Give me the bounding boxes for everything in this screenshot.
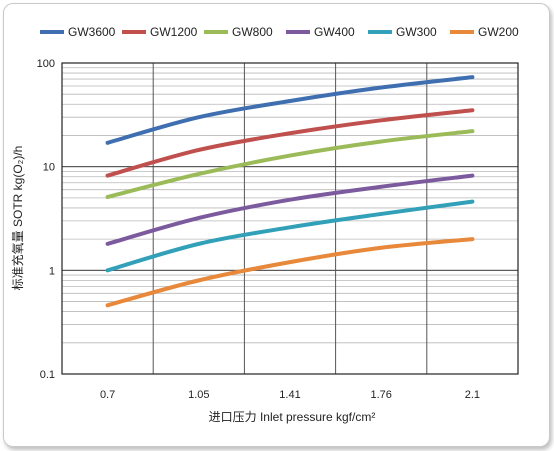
- y-tick-label: 10: [43, 162, 55, 174]
- y-axis-label: 标准充氧量 SOTR kg(O₂)/h: [10, 146, 25, 291]
- chart-grid: [61, 62, 519, 375]
- series-line-gw1200: [105, 108, 475, 178]
- legend-label: GW400: [314, 25, 355, 39]
- x-tick-label: 1.05: [188, 389, 209, 401]
- series-line-gw300: [105, 199, 475, 273]
- legend-label: GW300: [396, 25, 437, 39]
- x-tick-label: 1.41: [279, 389, 300, 401]
- plot-border: [61, 62, 519, 375]
- chart-legend: GW3600 GW1200 GW800 GW400 GW300 GW200: [40, 25, 519, 39]
- plot-area: [62, 63, 518, 374]
- legend-label: GW800: [232, 25, 273, 39]
- legend-label: GW3600: [68, 25, 116, 39]
- x-tick-label: 0.7: [100, 389, 115, 401]
- chart-ticks: 0.1 1 10 100 0.7 1.05 1.41 1.76 2.1: [37, 58, 480, 401]
- x-tick-label: 2.1: [465, 389, 480, 401]
- y-tick-label: 1: [49, 265, 55, 277]
- legend-label: GW1200: [150, 25, 198, 39]
- legend-label: GW200: [478, 25, 519, 39]
- x-tick-label: 1.76: [370, 389, 391, 401]
- series-line-gw200: [105, 237, 475, 308]
- y-tick-label: 100: [37, 58, 55, 70]
- chart-series: [105, 75, 475, 308]
- x-axis-label: 进口压力 Inlet pressure kgf/cm²: [209, 410, 376, 424]
- series-line-gw3600: [105, 75, 475, 145]
- series-line-gw400: [105, 173, 475, 246]
- y-tick-label: 0.1: [40, 369, 55, 381]
- series-line-gw800: [105, 129, 475, 199]
